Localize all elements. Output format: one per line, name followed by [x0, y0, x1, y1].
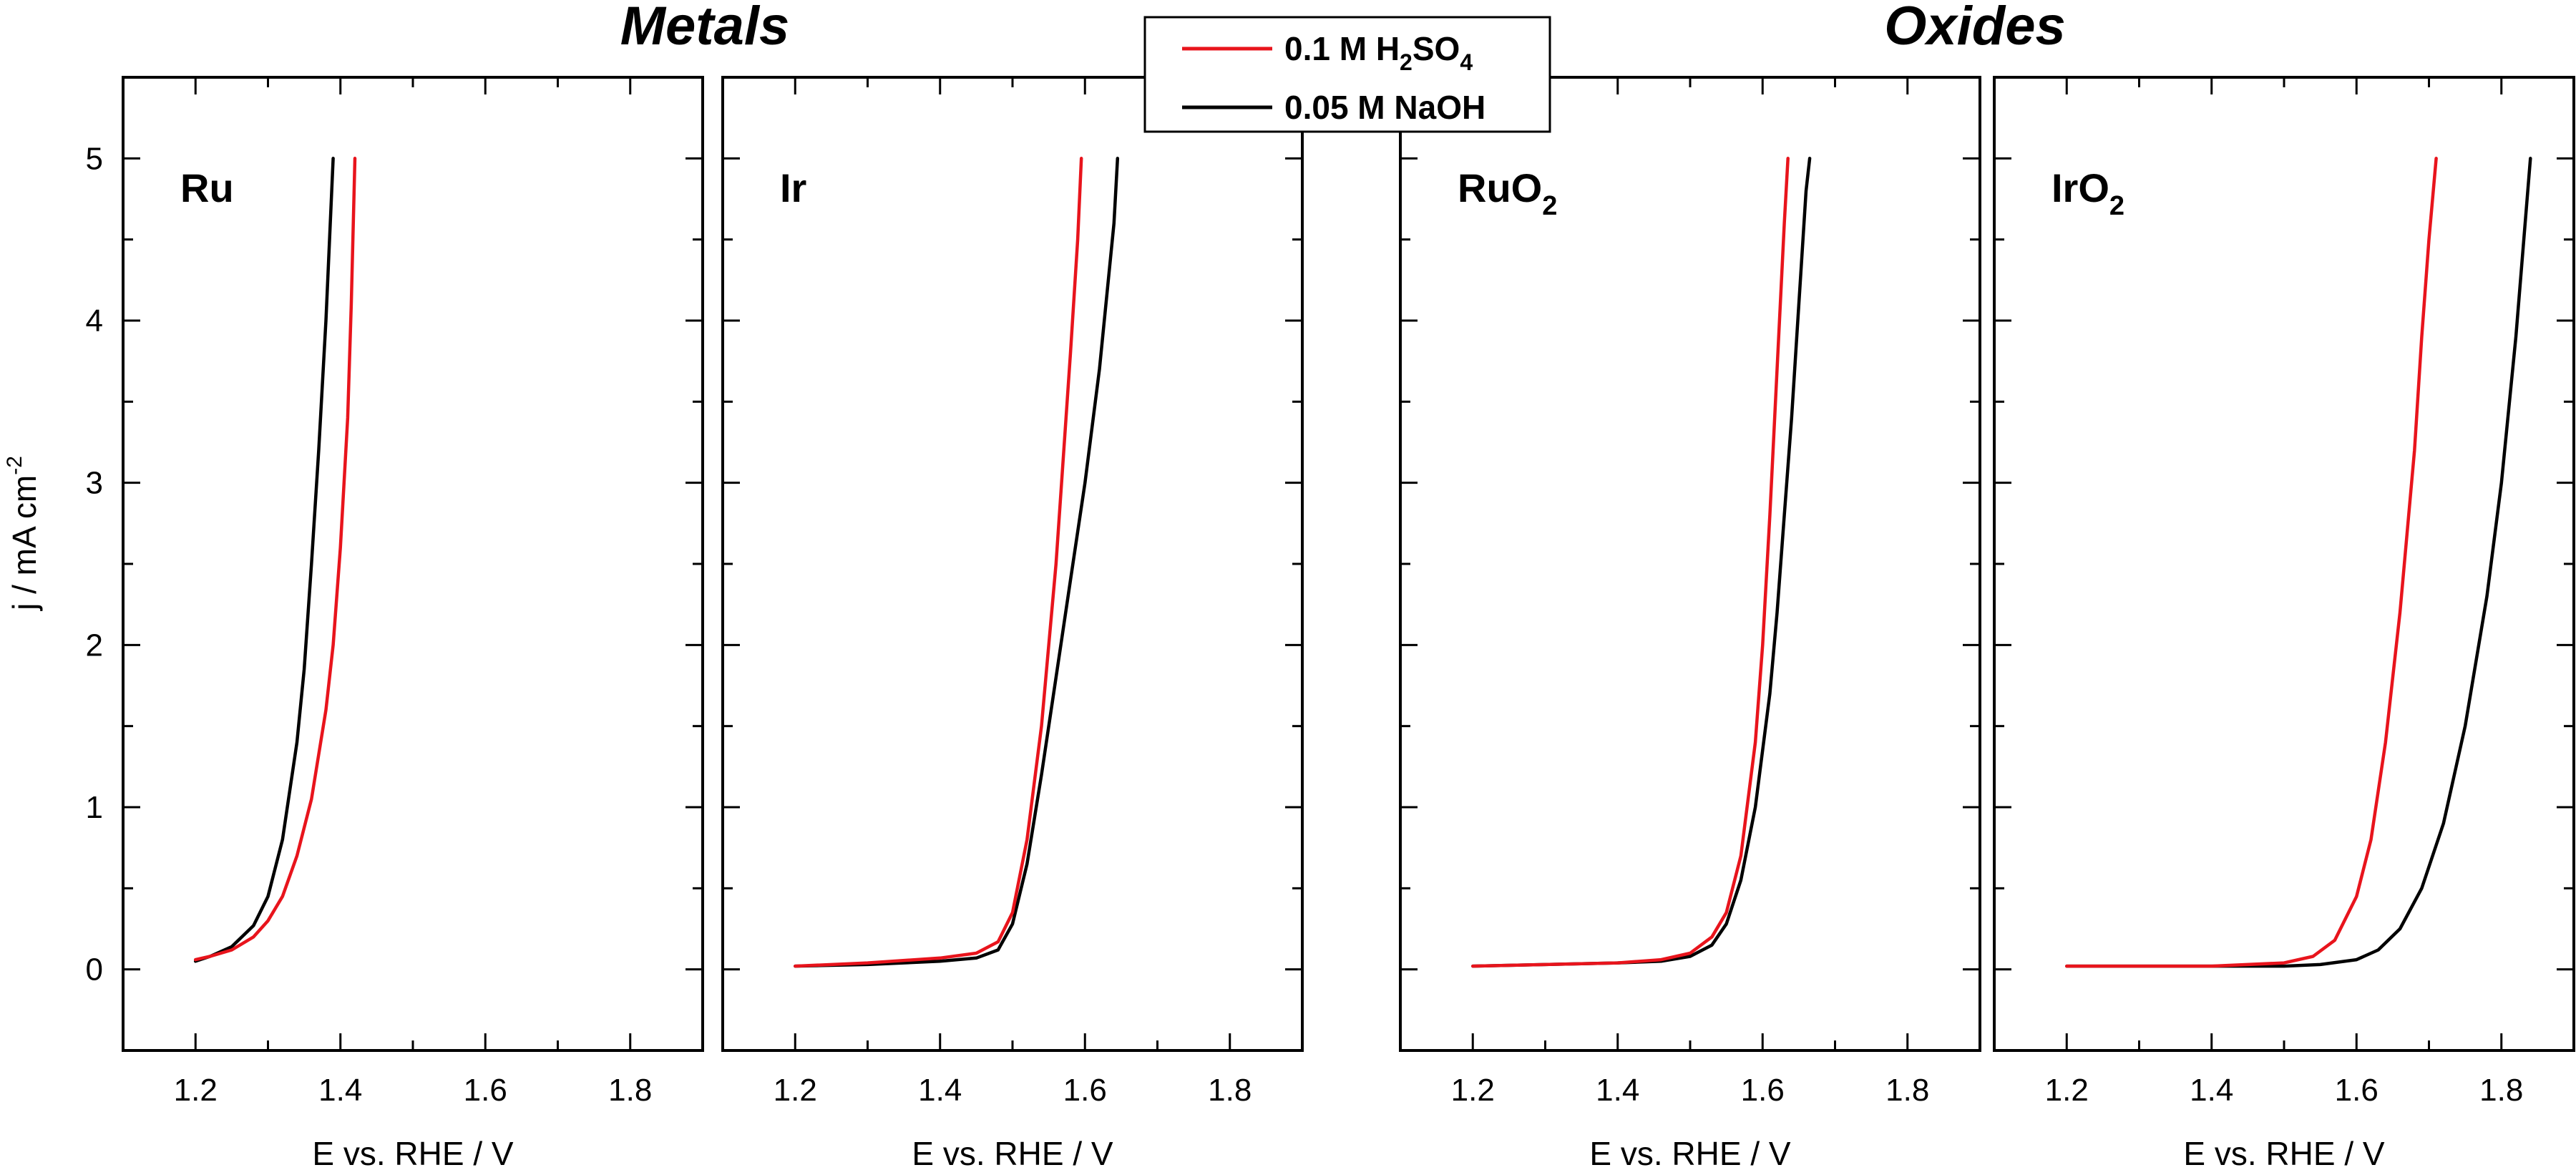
panel-ir: 1.2 1.4 1.6 1.8 E vs. RHE / V Ir	[721, 76, 1304, 1172]
series-line-h2so4	[2065, 157, 2438, 968]
panel-iro2: 1.2 1.4 1.6 1.8 E vs. RHE / V IrO2	[1993, 76, 2575, 1172]
series-line-h2so4	[1471, 157, 1790, 968]
series-line-naoh	[2065, 157, 2532, 968]
x-tick-label: 1.6	[1063, 1073, 1107, 1108]
y-tick-label: 5	[86, 141, 103, 176]
x-tick-label: 1.4	[918, 1073, 962, 1108]
legend: 0.1 M H2SO4 0.05 M NaOH	[1143, 16, 1551, 133]
x-axis-title: E vs. RHE / V	[2183, 1135, 2384, 1172]
x-tick-label: 1.4	[2190, 1073, 2233, 1108]
x-axis-title: E vs. RHE / V	[312, 1135, 513, 1172]
plot-frame	[1993, 76, 2575, 1052]
series-line-h2so4	[794, 157, 1083, 968]
svg-text:j / mA cm-2: j / mA cm-2	[3, 456, 43, 612]
series-line-naoh	[1471, 157, 1812, 968]
legend-label-h2so4-mid: SO	[1413, 30, 1460, 67]
x-tick-label: 1.2	[774, 1073, 817, 1108]
y-axis-title-sup: -2	[3, 456, 26, 475]
x-tick-label: 1.6	[1741, 1073, 1785, 1108]
panel-label-sub: 2	[1542, 191, 1557, 221]
x-tick-label: 1.2	[174, 1073, 218, 1108]
series-line-naoh	[193, 157, 335, 963]
series-line-naoh	[794, 157, 1120, 968]
plot-frame	[122, 76, 704, 1052]
x-tick-label: 1.4	[318, 1073, 362, 1108]
x-tick-label: 1.2	[2045, 1073, 2089, 1108]
legend-label-h2so4-sub1: 2	[1400, 49, 1413, 75]
panel-label: Ru	[180, 165, 234, 210]
y-tick-label: 2	[86, 628, 103, 663]
group-title-oxides: Oxides	[1884, 0, 2065, 57]
x-tick-label: 1.8	[2479, 1073, 2523, 1108]
panel-label: RuO2	[1458, 165, 1557, 221]
panel-label: Ir	[780, 165, 806, 210]
x-axis-title: E vs. RHE / V	[912, 1135, 1113, 1172]
series-line-h2so4	[193, 157, 357, 962]
panel-label-text: RuO	[1458, 165, 1542, 210]
panel-label: IrO2	[2051, 165, 2124, 221]
x-tick-label: 1.6	[2335, 1073, 2379, 1108]
panel-label-text: Ru	[180, 165, 234, 210]
panel-label-text: IrO	[2051, 165, 2109, 210]
x-tick-label: 1.8	[608, 1073, 652, 1108]
panel-label-sub: 2	[2109, 191, 2124, 221]
panel-ruo2: 1.2 1.4 1.6 1.8 E vs. RHE / V RuO2	[1399, 76, 1981, 1172]
x-tick-label: 1.4	[1596, 1073, 1639, 1108]
y-tick-label: 0	[86, 952, 103, 988]
y-axis-title: j / mA cm-2	[3, 456, 43, 612]
plot-frame	[1399, 76, 1981, 1052]
legend-label-naoh: 0.05 M NaOH	[1284, 89, 1485, 126]
x-tick-label: 1.8	[1885, 1073, 1929, 1108]
legend-box	[1143, 16, 1551, 133]
x-axis-title: E vs. RHE / V	[1589, 1135, 1790, 1172]
y-tick-label: 3	[86, 466, 103, 501]
y-tick-label: 4	[86, 303, 103, 338]
y-axis-title-text: j / mA cm	[6, 475, 43, 612]
x-tick-label: 1.8	[1208, 1073, 1252, 1108]
panel-label-text: Ir	[780, 165, 806, 210]
group-title-metals: Metals	[620, 0, 790, 57]
x-tick-label: 1.2	[1451, 1073, 1495, 1108]
legend-label-h2so4-sub2: 4	[1460, 49, 1473, 75]
legend-label-h2so4: 0.1 M H	[1284, 30, 1400, 67]
y-tick-label: 1	[86, 790, 103, 825]
svg-text:0.1 M H2SO4: 0.1 M H2SO4	[1284, 30, 1473, 75]
panel-ru: 1.2 1.4 1.6 1.8 0 1 2 3 4 5 E vs. RHE / V Ru	[86, 76, 704, 1172]
x-tick-label: 1.6	[464, 1073, 507, 1108]
